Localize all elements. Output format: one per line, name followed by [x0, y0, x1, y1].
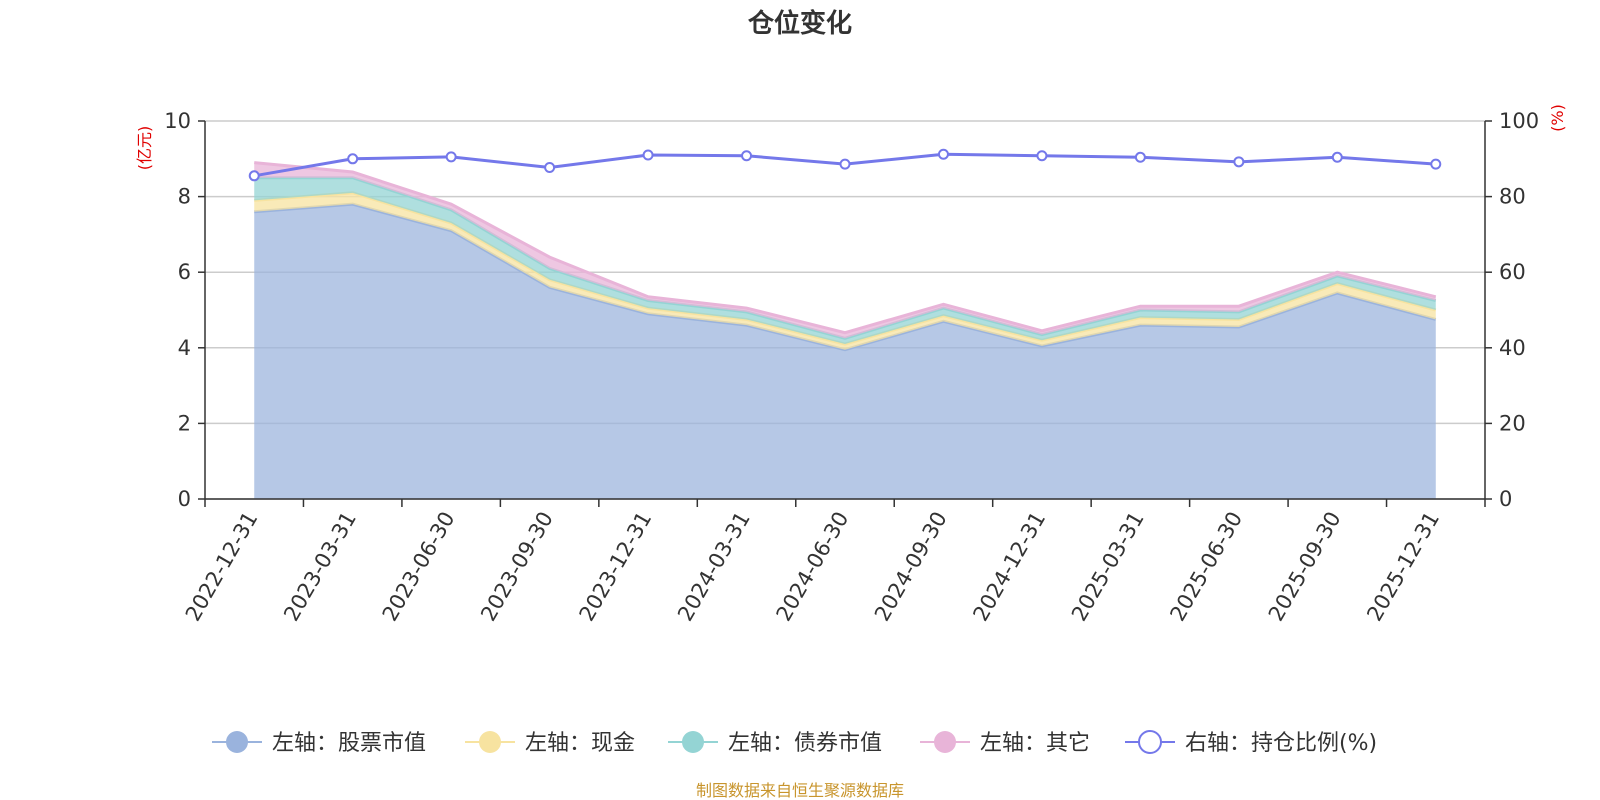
- x-tick-label: 2024-12-31: [968, 508, 1050, 626]
- left-tick-label: 6: [178, 260, 191, 284]
- legend-item-0[interactable]: 左轴：股票市值: [212, 731, 426, 756]
- left-tick-label: 2: [178, 411, 191, 435]
- right-tick-label: 40: [1499, 336, 1526, 360]
- legend-label: 左轴：其它: [980, 731, 1090, 756]
- legend-item-3[interactable]: 左轴：其它: [920, 731, 1090, 756]
- holding-ratio-point: [1430, 158, 1442, 170]
- holding-ratio-point: [347, 153, 359, 165]
- legend-label: 左轴：债券市值: [728, 731, 882, 756]
- x-tick-label: 2023-06-30: [378, 507, 460, 625]
- holding-ratio-point: [937, 148, 949, 160]
- right-tick-label: 80: [1499, 185, 1526, 209]
- legend-item-2[interactable]: 左轴：债券市值: [668, 731, 882, 756]
- left-tick-label: 8: [178, 185, 191, 209]
- legend-marker: [226, 731, 248, 753]
- area-series-1: [254, 192, 1436, 350]
- legend-label: 左轴：现金: [525, 731, 635, 756]
- x-tick-label: 2024-09-30: [870, 508, 952, 626]
- x-tick-label: 2023-09-30: [476, 508, 558, 626]
- area-series-2: [254, 177, 1436, 345]
- right-tick-label: 20: [1499, 411, 1526, 435]
- left-tick-label: 4: [178, 336, 191, 360]
- legend-item-4[interactable]: 右轴：持仓比例(%): [1125, 730, 1377, 756]
- legend-marker: [682, 731, 704, 753]
- holding-ratio-point: [1036, 150, 1048, 162]
- right-tick-label: 0: [1499, 487, 1512, 511]
- holding-ratio-point: [839, 158, 851, 170]
- x-tick-label: 2025-12-31: [1362, 508, 1444, 626]
- data-source-note: 制图数据来自恒生聚源数据库: [696, 781, 904, 800]
- holding-ratio-point: [544, 161, 556, 173]
- x-tick-label: 2023-12-31: [575, 508, 657, 626]
- legend-item-1[interactable]: 左轴：现金: [465, 731, 635, 756]
- holding-ratio-point: [1331, 151, 1343, 163]
- right-tick-label: 60: [1499, 260, 1526, 284]
- x-tick-label: 2024-03-31: [673, 508, 755, 626]
- holding-ratio-point: [1134, 151, 1146, 163]
- holding-ratio-point: [248, 170, 260, 182]
- x-tick-label: 2025-09-30: [1264, 508, 1346, 626]
- legend-label: 左轴：股票市值: [272, 731, 426, 756]
- area-series-0: [254, 204, 1436, 499]
- left-tick-label: 0: [178, 487, 191, 511]
- area-series-3: [254, 162, 1436, 339]
- x-tick-label: 2025-03-31: [1067, 508, 1149, 626]
- legend-label: 右轴：持仓比例(%): [1185, 731, 1377, 756]
- stacked-areas: [254, 161, 1437, 499]
- holding-ratio-point: [445, 151, 457, 163]
- legend-marker: [479, 731, 501, 753]
- right-tick-label: 100: [1499, 109, 1539, 133]
- x-tick-label: 2025-06-30: [1165, 508, 1247, 626]
- holding-ratio-point: [741, 150, 753, 162]
- chart-title: 仓位变化: [747, 8, 852, 39]
- holding-ratio-point: [642, 149, 654, 161]
- holding-ratio-point: [1233, 156, 1245, 168]
- left-axis-unit: (亿元): [135, 126, 154, 171]
- right-axis-unit: (%): [1548, 104, 1567, 132]
- legend-marker: [934, 731, 956, 753]
- x-tick-label: 2022-12-31: [181, 508, 263, 626]
- x-tick-label: 2024-06-30: [772, 508, 854, 626]
- legend-marker: [1138, 730, 1162, 754]
- left-tick-label: 10: [164, 109, 191, 133]
- x-tick-label: 2023-03-31: [279, 508, 361, 626]
- area-edge-series-3: [254, 161, 1437, 335]
- legend[interactable]: 左轴：股票市值 左轴：现金 左轴：债券市值 左轴：其它 右轴：持仓比例(%): [212, 730, 1377, 756]
- holding-ratio-line: [248, 148, 1442, 182]
